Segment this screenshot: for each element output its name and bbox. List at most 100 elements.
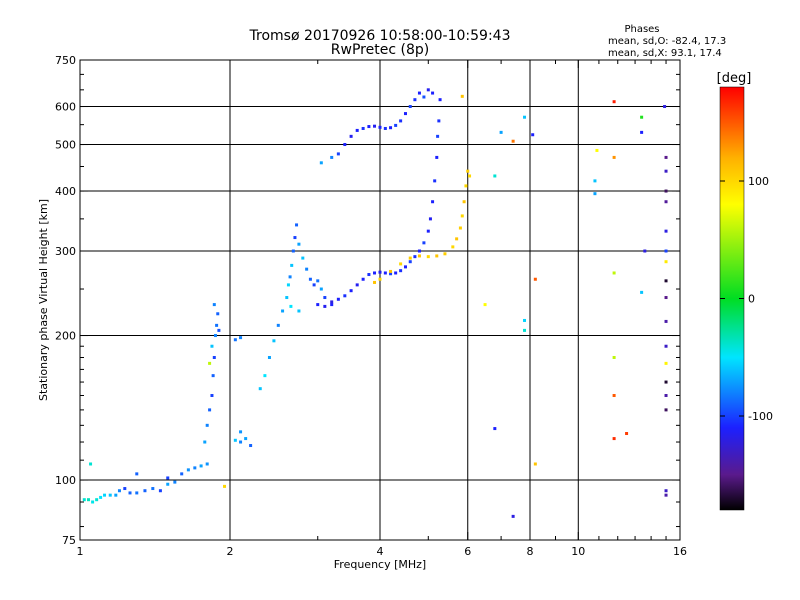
data-point: [212, 303, 216, 307]
data-point: [297, 309, 301, 313]
data-point: [493, 174, 497, 178]
data-point: [493, 427, 497, 431]
series: [483, 100, 668, 518]
data-point: [426, 255, 430, 259]
series: [203, 303, 253, 488]
data-point: [426, 88, 430, 92]
data-point: [239, 336, 243, 340]
data-point: [323, 296, 327, 300]
data-point: [208, 361, 212, 365]
data-point: [664, 229, 668, 233]
data-point: [593, 179, 597, 183]
phase-box-line-o: mean, sd,O: -82.4, 17.3: [608, 36, 726, 47]
data-point: [389, 126, 393, 130]
data-point: [408, 105, 412, 109]
data-point: [330, 155, 334, 159]
data-point: [205, 462, 209, 466]
colorbar-label: [deg]: [717, 71, 752, 86]
data-point: [289, 304, 293, 308]
data-point: [343, 143, 347, 147]
data-point: [451, 245, 455, 249]
x-tick-label: 4: [377, 545, 384, 558]
data-point: [664, 408, 668, 412]
y-axis-label: Stationary phase Virtual Height [km]: [37, 199, 50, 401]
data-point: [316, 303, 320, 307]
data-point: [349, 134, 353, 138]
data-point: [664, 189, 668, 193]
data-point: [437, 119, 441, 123]
data-point: [462, 200, 466, 204]
data-point: [438, 98, 442, 102]
data-point: [316, 279, 320, 283]
data-point: [305, 267, 309, 271]
data-point: [413, 255, 417, 259]
data-point: [276, 323, 280, 327]
data-point: [272, 339, 276, 343]
data-point: [216, 312, 220, 316]
data-point: [361, 126, 365, 130]
data-point: [612, 437, 616, 441]
y-axis: 75 100 200 300 400 500 600 750: [55, 54, 680, 547]
data-point: [483, 303, 487, 307]
data-point: [664, 169, 668, 173]
data-point: [378, 270, 382, 274]
data-point: [664, 344, 668, 348]
grid-lines: [80, 60, 680, 540]
data-point: [417, 249, 421, 253]
data-point: [389, 272, 393, 276]
colorbar-ticks: 100 0 -100: [720, 175, 773, 423]
chart-subtitle: RwPretec (8p): [331, 42, 429, 58]
data-point: [82, 498, 86, 502]
y-tick-label: 750: [55, 54, 76, 67]
data-point: [323, 304, 327, 308]
data-point: [233, 338, 237, 342]
data-point: [389, 269, 393, 273]
data-point: [664, 260, 668, 264]
data-point: [285, 296, 289, 300]
data-point: [215, 323, 219, 327]
data-point: [523, 318, 527, 322]
data-point: [281, 309, 285, 313]
data-point: [408, 256, 412, 260]
data-point: [431, 200, 435, 204]
data-point: [511, 139, 515, 143]
data-point: [249, 444, 253, 448]
data-point: [355, 283, 359, 287]
data-point: [308, 277, 312, 281]
data-point: [290, 263, 294, 267]
data-point: [336, 152, 340, 156]
y-tick-label: 600: [55, 101, 76, 114]
data-point: [103, 493, 107, 497]
y-tick-label: 300: [55, 245, 76, 258]
data-point: [625, 432, 629, 436]
data-point: [295, 223, 299, 227]
data-point: [640, 290, 644, 294]
data-point: [466, 169, 470, 173]
y-tick-label: 500: [55, 139, 76, 152]
x-tick-label: 10: [571, 545, 585, 558]
data-point: [312, 283, 316, 287]
data-point: [455, 237, 459, 241]
colorbar-tick-label: -100: [748, 410, 773, 423]
data-point: [664, 200, 668, 204]
data-point: [330, 303, 334, 307]
data-point: [233, 438, 237, 442]
data-point: [128, 491, 132, 495]
data-point: [664, 279, 668, 283]
data-point: [523, 328, 527, 332]
data-point: [239, 440, 243, 444]
data-point: [394, 271, 398, 275]
series: [316, 98, 442, 308]
data-point: [433, 179, 437, 183]
data-point: [217, 328, 221, 332]
data-point: [612, 100, 616, 104]
data-point: [612, 355, 616, 359]
data-point: [180, 472, 184, 476]
data-point: [428, 217, 432, 221]
data-point: [361, 277, 365, 281]
data-point: [114, 493, 118, 497]
data-point: [173, 480, 177, 484]
data-point: [417, 91, 421, 95]
data-point: [203, 440, 207, 444]
